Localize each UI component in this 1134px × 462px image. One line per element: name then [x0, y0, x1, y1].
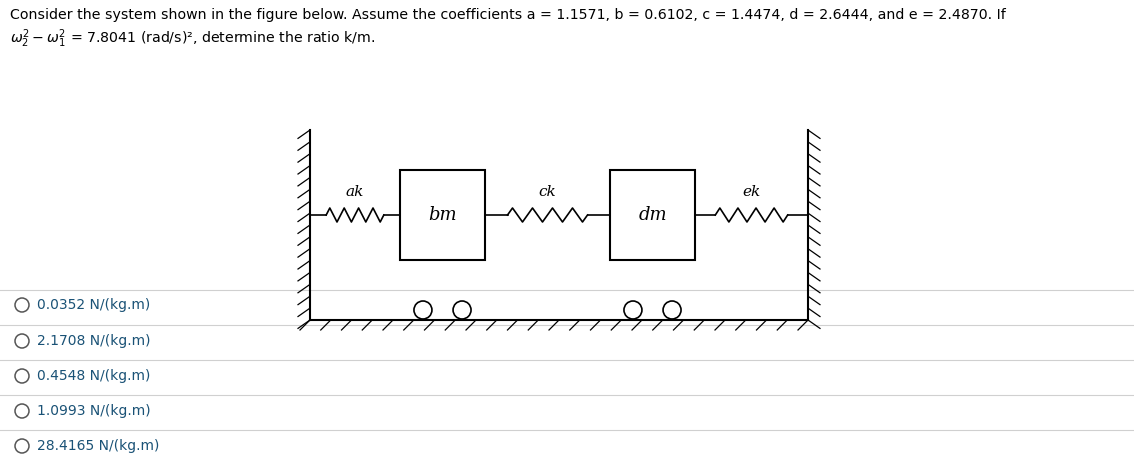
Text: ck: ck	[539, 185, 557, 199]
Text: 2.1708 N/(kg.m): 2.1708 N/(kg.m)	[37, 334, 151, 348]
Text: 1.0993 N/(kg.m): 1.0993 N/(kg.m)	[37, 404, 151, 418]
Text: 0.4548 N/(kg.m): 0.4548 N/(kg.m)	[37, 369, 151, 383]
Text: dm: dm	[638, 206, 667, 224]
Text: bm: bm	[429, 206, 457, 224]
Bar	[400, 170, 485, 260]
Text: 28.4165 N/(kg.m): 28.4165 N/(kg.m)	[37, 439, 160, 453]
Text: $\omega_2^2 - \omega_1^2$ = 7.8041 (rad/s)², determine the ratio k/m.: $\omega_2^2 - \omega_1^2$ = 7.8041 (rad/…	[10, 27, 375, 49]
Text: 0.0352 N/(kg.m): 0.0352 N/(kg.m)	[37, 298, 150, 312]
Text: ak: ak	[346, 185, 364, 199]
Text: Consider the system shown in the figure below. Assume the coefficients a = 1.157: Consider the system shown in the figure …	[10, 8, 1006, 22]
Bar	[610, 170, 695, 260]
Text: ek: ek	[743, 185, 761, 199]
